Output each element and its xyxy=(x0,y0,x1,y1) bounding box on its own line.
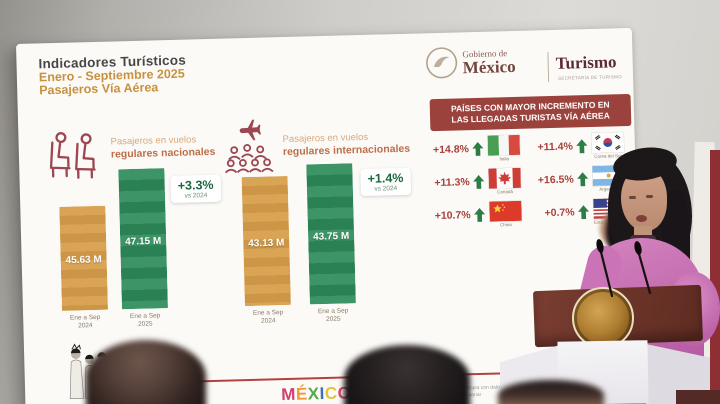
microphone-head-icon xyxy=(596,239,604,253)
period-text: Ene a Sep xyxy=(69,313,101,322)
delta-percent: +1.4% xyxy=(367,170,404,186)
gobierno-eagle-emblem xyxy=(424,45,459,80)
bar-international-2024: 43.13 M xyxy=(241,175,291,307)
bar-national-2025: 47.15 M xyxy=(118,168,168,310)
airplane-crowd-icon xyxy=(224,115,280,178)
bar-axis-label: Ene a Sep 2024 xyxy=(52,313,118,331)
microphone-head-icon xyxy=(634,241,642,255)
canada-flag-icon xyxy=(488,167,521,189)
brand-letter: C xyxy=(324,383,338,404)
national-delta-badge: +3.3% vs 2024 xyxy=(170,174,221,203)
year-text: 2025 xyxy=(325,315,341,323)
increase-percent: +14.8% xyxy=(432,142,470,156)
logo-divider xyxy=(547,52,550,83)
country-name: Canadá xyxy=(497,188,513,194)
podium-microphones xyxy=(596,239,652,298)
seated-passengers-icon xyxy=(44,129,103,184)
year-text: 2024 xyxy=(78,322,93,330)
increase-percent: +11.3% xyxy=(434,175,470,189)
bar-national-2024: 45.63 M xyxy=(59,205,108,311)
mexican-flag-red-stripe xyxy=(710,150,720,404)
country-row-china: +10.7% China xyxy=(426,197,531,233)
up-arrow-icon xyxy=(473,174,485,189)
turismo-logo-subtext: SECRETARÍA DE TURISMO xyxy=(558,74,623,81)
bar-value-label: 43.75 M xyxy=(312,230,350,243)
intl-delta-badge: +1.4% vs 2024 xyxy=(360,167,411,197)
bar-value-label: 47.15 M xyxy=(124,235,162,248)
intl-chart-label-2: regulares internacionales xyxy=(282,142,411,159)
up-arrow-icon xyxy=(472,141,484,156)
bar-value-label: 43.13 M xyxy=(248,237,285,250)
audience-head-bald xyxy=(86,340,206,404)
year-text: 2024 xyxy=(261,317,276,325)
bar-axis-label: Ene a Sep 2025 xyxy=(300,307,366,325)
period-text: Ene a Sep xyxy=(252,309,284,317)
mexico-wordmark: MÉXICO xyxy=(281,383,352,404)
audience-head-right xyxy=(498,380,604,404)
country-name: Italia xyxy=(499,155,509,161)
increase-percent: +0.7% xyxy=(544,205,575,219)
up-arrow-icon xyxy=(576,138,588,153)
delta-percent: +3.3% xyxy=(177,177,214,193)
bar-international-2025: 43.75 M xyxy=(306,163,356,305)
speaker-mouth xyxy=(636,215,647,222)
china-flag-icon xyxy=(489,200,522,222)
speaker-eye-left xyxy=(629,196,636,199)
brand-letter: M xyxy=(281,384,297,404)
countries-panel-header: PAÍSES CON MAYOR INCREMENTO EN LAS LLEGA… xyxy=(429,93,632,132)
intl-chart-label-1: Pasajeros en vuelos xyxy=(282,131,369,146)
delta-note: vs 2024 xyxy=(184,192,208,200)
country-row-canada: +11.3% Canadá xyxy=(425,164,530,200)
audience-head-dark xyxy=(344,345,470,404)
italy-flag-icon xyxy=(487,134,521,156)
up-arrow-icon xyxy=(474,207,486,222)
up-arrow-icon xyxy=(578,204,590,219)
period-text: Ene a Sep xyxy=(317,307,349,316)
up-arrow-icon xyxy=(577,171,589,186)
year-text: 2025 xyxy=(138,320,153,328)
bar-axis-label: Ene a Sep 2024 xyxy=(235,309,301,327)
period-text: Ene a Sep xyxy=(129,312,161,321)
brand-letter: X xyxy=(307,384,320,404)
increase-percent: +16.5% xyxy=(537,172,574,186)
turismo-logo-text: Turismo xyxy=(555,52,617,73)
brand-letter: É xyxy=(295,384,309,404)
country-row-italy: +14.8% Italia xyxy=(424,131,529,167)
increase-percent: +11.4% xyxy=(537,139,574,153)
speaker-eye-right xyxy=(646,195,653,198)
increase-percent: +10.7% xyxy=(434,208,471,222)
gobierno-text-line2: México xyxy=(462,56,516,78)
national-seal-emblem xyxy=(572,287,634,349)
national-chart-label-1: Pasajeros en vuelos xyxy=(110,134,197,148)
bar-axis-label: Ene a Sep 2025 xyxy=(112,312,178,330)
bar-value-label: 45.63 M xyxy=(65,254,102,267)
podium-shadow xyxy=(676,390,720,404)
national-chart-label-2: regulares nacionales xyxy=(110,145,216,161)
south-korea-flag-icon xyxy=(591,131,625,153)
slide-subtitle-mode: Pasajeros Vía Aérea xyxy=(39,80,159,98)
delta-note: vs 2024 xyxy=(374,185,398,193)
country-row-south-korea: +11.4% Corea del Sur xyxy=(528,128,637,164)
country-name: China xyxy=(499,221,512,227)
